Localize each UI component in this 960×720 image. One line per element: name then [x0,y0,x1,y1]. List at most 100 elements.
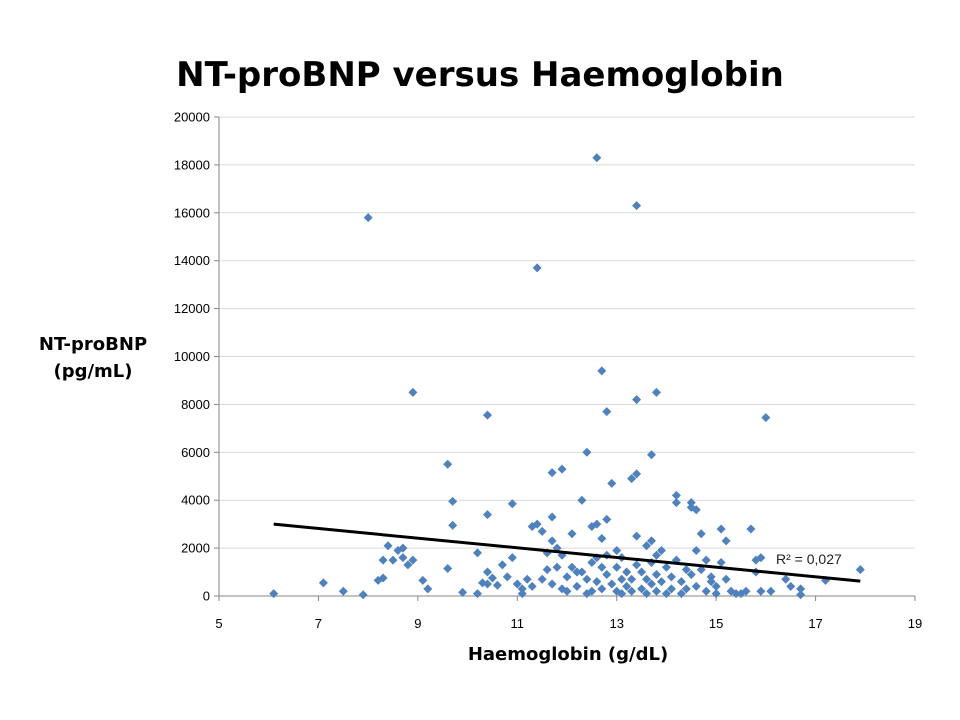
data-point-146 [731,589,741,599]
data-point-52 [552,562,562,572]
data-point-111 [651,550,661,560]
data-point-83 [607,478,617,488]
data-point-99 [632,531,642,541]
data-point-101 [637,567,647,577]
data-point-40 [527,581,537,591]
data-point-18 [443,459,453,469]
data-point-102 [637,584,647,594]
y-tick-label-4000: 4000 [181,493,210,508]
data-point-116 [661,562,671,572]
data-point-114 [656,545,666,555]
data-point-126 [681,584,691,594]
data-point-120 [671,490,681,500]
data-point-127 [686,498,696,508]
data-point-57 [562,572,572,582]
x-tick-label-17: 17 [808,616,822,631]
data-point-36 [512,579,522,589]
data-point-144 [721,574,731,584]
data-point-133 [696,529,706,539]
data-point-75 [597,366,607,376]
data-point-48 [547,468,557,478]
data-point-49 [547,512,557,522]
data-point-3 [358,590,368,600]
data-point-16 [418,575,428,585]
data-point-39 [522,574,532,584]
data-point-112 [651,569,661,579]
data-point-30 [487,573,497,583]
data-point-29 [482,579,492,589]
data-point-139 [711,581,721,591]
data-point-60 [567,562,577,572]
data-point-142 [716,557,726,567]
data-point-104 [642,574,652,584]
data-point-158 [796,584,806,594]
data-point-85 [612,545,622,555]
y-tick-label-10000: 10000 [174,349,210,364]
data-point-32 [497,560,507,570]
trendline [273,522,861,583]
data-point-77 [597,562,607,572]
data-point-154 [761,413,771,423]
chart-title: NT-proBNP versus Haemoglobin [176,55,784,95]
y-tick-label-0: 0 [203,589,210,604]
data-point-42 [532,263,542,273]
data-point-96 [632,201,642,211]
data-point-129 [686,569,696,579]
gridlines [219,116,915,549]
data-point-31 [492,580,502,590]
data-point-105 [642,589,652,599]
data-point-155 [766,586,776,596]
data-point-110 [651,387,661,397]
data-point-33 [502,572,512,582]
x-tick-label-7: 7 [315,616,322,631]
data-point-149 [746,524,756,534]
data-point-157 [786,581,796,591]
data-point-91 [622,567,632,577]
data-point-153 [756,586,766,596]
data-point-44 [537,526,547,536]
trendline-group [273,522,861,583]
r-squared-label: R² = 0,027 [776,551,842,567]
data-point-140 [711,589,721,599]
data-point-125 [681,565,691,575]
data-point-159 [796,590,806,600]
y-tick-labels: 0 2000 4000 6000 8000 10000 12000 14000 16000 180… [174,110,210,604]
data-point-20 [448,496,458,506]
data-point-13 [403,560,413,570]
data-point-34 [507,553,517,563]
data-point-0 [269,589,279,599]
data-point-58 [562,586,572,596]
data-point-119 [666,584,676,594]
data-point-38 [517,584,527,594]
data-point-37 [517,589,527,599]
data-point-43 [532,519,542,529]
data-point-74 [592,577,602,587]
data-point-79 [602,407,612,417]
data-point-24 [473,589,483,599]
data-point-117 [661,589,671,599]
data-point-82 [602,569,612,579]
data-point-76 [597,534,607,544]
x-tick-label-11: 11 [511,616,525,631]
data-point-130 [691,505,701,515]
data-point-67 [582,574,592,584]
data-point-22 [458,587,468,597]
data-point-62 [572,581,582,591]
data-point-94 [627,574,637,584]
data-point-50 [547,536,557,546]
data-point-28 [482,567,492,577]
data-point-78 [597,584,607,594]
data-point-93 [627,474,637,484]
y-tick-label-16000: 16000 [174,205,210,220]
data-point-118 [666,572,676,582]
y-axis-title-line-1: NT-proBNP [39,334,147,355]
data-point-161 [855,565,865,575]
data-point-4 [363,213,373,223]
data-point-115 [656,577,666,587]
data-point-14 [408,555,418,565]
data-point-71 [592,153,602,163]
data-point-26 [482,410,492,420]
data-point-69 [587,557,597,567]
data-point-27 [482,510,492,520]
data-point-51 [547,579,557,589]
